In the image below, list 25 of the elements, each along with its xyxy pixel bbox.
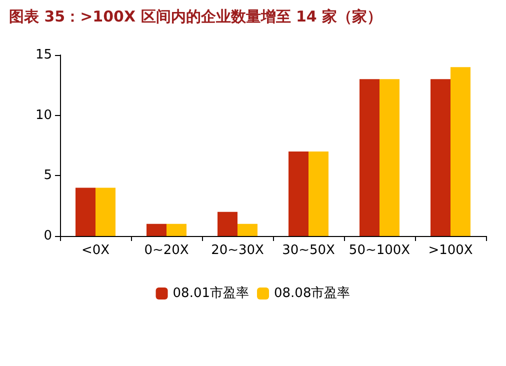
bar — [288, 152, 308, 236]
bar — [238, 224, 258, 236]
bar — [76, 188, 96, 236]
bar — [166, 224, 186, 236]
y-tick-label: 0 — [44, 228, 52, 244]
x-tick-label: 50~100X — [348, 243, 410, 258]
bar — [146, 224, 166, 236]
bar — [430, 79, 450, 236]
x-tick-label: >100X — [428, 243, 473, 258]
bar — [380, 79, 400, 236]
x-tick-label: 30~50X — [282, 243, 336, 258]
x-tick-label: <0X — [81, 243, 110, 258]
legend-label: 08.08市盈率 — [274, 285, 350, 301]
y-tick-label: 15 — [35, 48, 52, 62]
bar — [96, 188, 116, 236]
x-tick-label: 20~30X — [211, 243, 264, 258]
bar — [360, 79, 380, 236]
y-tick-label: 10 — [35, 108, 52, 123]
chart-title: 图表 35：>100X 区间内的企业数量增至 14 家（家） — [9, 8, 382, 26]
bar — [450, 67, 470, 236]
legend-label: 08.01市盈率 — [172, 285, 249, 301]
bar — [218, 212, 238, 236]
x-tick-label: 0~20X — [144, 243, 189, 258]
y-tick-label: 5 — [44, 168, 52, 184]
bar — [308, 152, 328, 236]
